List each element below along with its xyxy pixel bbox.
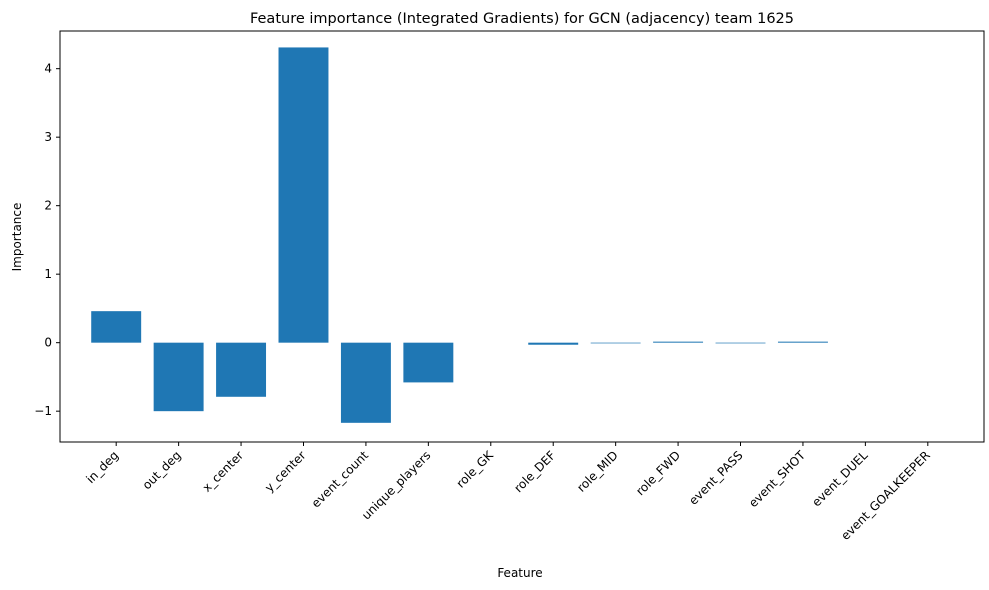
bars-group <box>91 47 828 423</box>
y-tick-label: 3 <box>44 130 52 144</box>
x-tick-label: role_MID <box>574 448 621 495</box>
plot-frame <box>59 30 985 443</box>
x-tick-label: y_center <box>262 448 309 495</box>
bar-out_deg <box>153 342 204 412</box>
chart-title: Feature importance (Integrated Gradients… <box>250 11 794 27</box>
x-tick-label: role_GK <box>454 447 497 490</box>
y-axis: −1 0 1 2 3 4 <box>34 62 60 418</box>
bar-event_PASS <box>715 342 766 344</box>
bar-in_deg <box>91 311 142 343</box>
bar-role_FWD <box>653 341 704 343</box>
x-axis-title: Feature <box>497 566 542 580</box>
y-axis-title: Importance <box>10 203 24 272</box>
x-tick-label: event_SHOT <box>746 448 808 510</box>
x-tick-label: event_PASS <box>686 448 745 507</box>
bar-x_center <box>216 342 267 397</box>
x-tick-label: unique_players <box>359 448 433 522</box>
y-tick-label: 1 <box>44 267 52 281</box>
bar-role_DEF <box>528 342 579 345</box>
x-tick-label: in_deg <box>83 448 121 486</box>
y-tick-label: 0 <box>44 336 52 350</box>
bar-role_MID <box>590 342 641 344</box>
y-tick-label: 4 <box>44 62 52 76</box>
x-tick-label: role_FWD <box>633 448 683 498</box>
x-tick-label: role_DEF <box>511 448 558 495</box>
y-tick-label: −1 <box>34 404 52 418</box>
bar-event_SHOT <box>777 341 828 343</box>
x-tick-label: x_center <box>200 448 247 495</box>
bar-y_center <box>278 47 329 343</box>
x-tick-label: out_deg <box>140 448 184 492</box>
bar-event_count <box>340 342 391 423</box>
x-tick-label: event_count <box>309 448 371 510</box>
x-tick-label: event_DUEL <box>809 448 870 509</box>
bar-unique_players <box>403 342 454 383</box>
x-axis: in_deg out_deg x_center y_center event_count… <box>83 442 933 543</box>
y-tick-label: 2 <box>44 199 52 213</box>
